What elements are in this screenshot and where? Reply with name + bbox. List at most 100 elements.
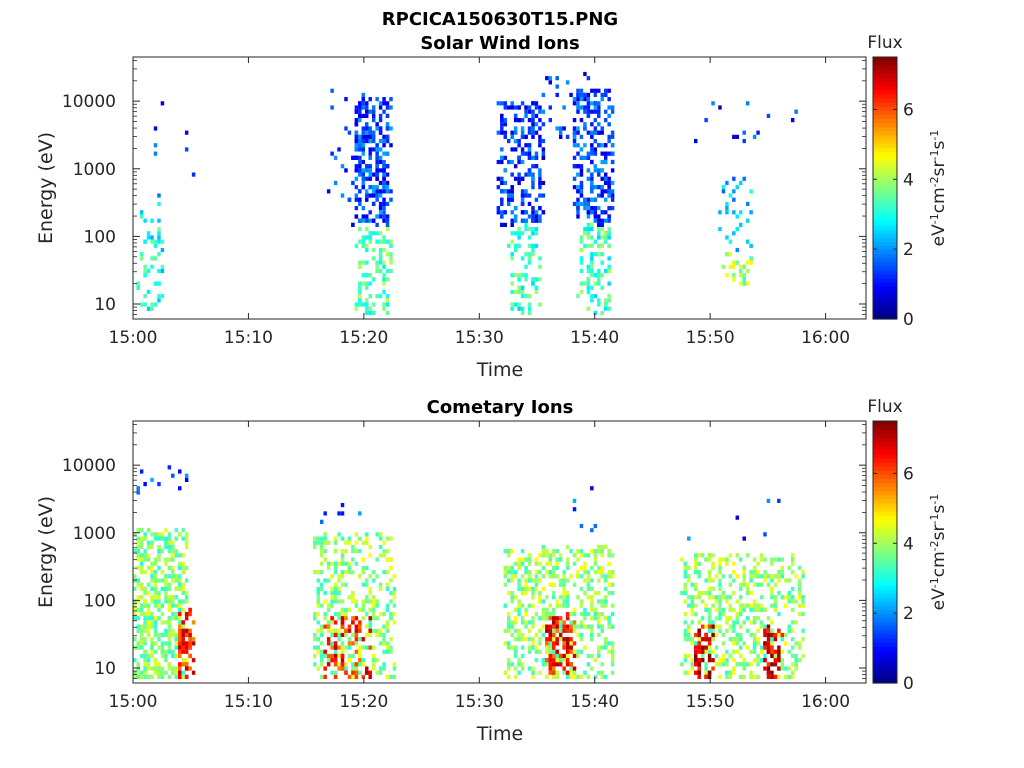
heatmap-cell xyxy=(371,201,376,207)
heatmap-cell xyxy=(157,201,161,207)
heatmap-cell xyxy=(184,641,189,646)
heatmap-cell xyxy=(600,235,604,240)
colorbar-segment xyxy=(873,425,897,430)
heatmap-cell xyxy=(378,632,383,638)
heatmap-cell xyxy=(326,603,331,608)
heatmap-cell xyxy=(732,277,736,282)
heatmap-cell xyxy=(579,193,584,198)
heatmap-cell xyxy=(756,130,760,135)
heatmap-cell xyxy=(375,264,379,269)
heatmap-cell xyxy=(732,273,736,278)
heatmap-cell xyxy=(178,624,182,629)
heatmap-cell xyxy=(392,662,397,667)
heatmap-cell xyxy=(597,243,601,248)
heatmap-cell xyxy=(770,620,774,625)
heatmap-cell xyxy=(756,561,760,566)
heatmap-cell xyxy=(607,235,611,240)
heatmap-cell xyxy=(507,641,511,646)
heatmap-cell xyxy=(749,210,753,215)
colorbar-segment xyxy=(873,592,897,598)
colorbar-segment xyxy=(873,601,897,606)
heatmap-cell xyxy=(167,641,172,646)
heatmap-cell xyxy=(707,637,712,642)
heatmap-cell xyxy=(500,222,504,227)
heatmap-cell xyxy=(178,641,182,646)
heatmap-cell xyxy=(538,595,542,600)
heatmap-cell xyxy=(164,620,168,625)
heatmap-cell xyxy=(603,268,608,274)
heatmap-cell xyxy=(586,289,591,295)
heatmap-cell xyxy=(160,532,165,537)
heatmap-cell xyxy=(368,164,372,169)
heatmap-cell xyxy=(603,197,608,202)
heatmap-cell xyxy=(732,231,736,236)
colorbar-segment xyxy=(873,216,897,222)
colorbar-segment xyxy=(873,233,897,238)
heatmap-cell xyxy=(735,185,740,190)
heatmap-cell xyxy=(181,561,185,566)
heatmap-cell xyxy=(340,561,345,566)
heatmap-cell xyxy=(361,273,366,278)
heatmap-cell xyxy=(538,302,542,307)
heatmap-cell xyxy=(797,586,802,591)
heatmap-cell xyxy=(354,599,359,604)
heatmap-cell xyxy=(513,214,518,219)
heatmap-cell xyxy=(382,624,386,629)
heatmap-cell xyxy=(780,565,785,571)
heatmap-cell xyxy=(593,658,598,663)
heatmap-cell xyxy=(167,599,172,604)
heatmap-cell xyxy=(531,126,535,131)
heatmap-cell xyxy=(136,549,140,554)
heatmap-cell xyxy=(707,670,712,675)
heatmap-cell xyxy=(133,616,137,621)
heatmap-cell xyxy=(371,189,376,194)
heatmap-cell xyxy=(531,231,535,236)
heatmap-cell xyxy=(184,649,189,654)
heatmap-cell xyxy=(385,628,390,633)
heatmap-cell xyxy=(718,582,722,587)
heatmap-cell xyxy=(770,641,774,646)
heatmap-cell xyxy=(320,653,324,659)
heatmap-cell xyxy=(382,239,386,244)
x-axis-label-solar-wind: Time xyxy=(476,359,524,381)
heatmap-cell xyxy=(728,553,733,558)
heatmap-cell xyxy=(510,578,514,583)
heatmap-cell xyxy=(583,553,587,558)
x-tick-label: 15:00 xyxy=(109,692,158,712)
heatmap-cell xyxy=(555,557,559,562)
heatmap-cell xyxy=(586,231,591,236)
heatmap-cell xyxy=(597,544,601,550)
heatmap-cell xyxy=(721,662,726,667)
heatmap-cell xyxy=(340,632,345,638)
heatmap-cell xyxy=(368,310,372,316)
heatmap-cell xyxy=(586,574,591,579)
heatmap-cell xyxy=(555,670,559,675)
heatmap-cell xyxy=(371,603,376,608)
heatmap-cell xyxy=(749,603,753,608)
heatmap-cell xyxy=(510,549,514,554)
heatmap-cell xyxy=(371,310,376,316)
heatmap-cell xyxy=(597,549,601,554)
heatmap-cell xyxy=(178,653,182,659)
heatmap-cell xyxy=(732,134,736,139)
heatmap-cell xyxy=(586,201,591,207)
heatmap-cell xyxy=(507,658,511,663)
heatmap-cell xyxy=(365,611,369,617)
heatmap-cell xyxy=(313,632,317,638)
heatmap-cell xyxy=(330,105,334,110)
heatmap-cell xyxy=(385,101,390,106)
colorbar-segment xyxy=(873,670,897,676)
heatmap-cell xyxy=(167,624,172,629)
heatmap-cell xyxy=(320,549,324,554)
heatmap-cell xyxy=(382,549,386,554)
heatmap-cell xyxy=(354,549,359,554)
heatmap-cell xyxy=(371,645,376,650)
heatmap-cell xyxy=(572,118,577,123)
heatmap-cell xyxy=(358,536,362,541)
heatmap-cell xyxy=(683,632,688,638)
heatmap-cell xyxy=(687,574,691,579)
heatmap-cell xyxy=(721,658,726,663)
heatmap-cell xyxy=(385,302,390,307)
heatmap-cell xyxy=(572,143,577,148)
heatmap-cell xyxy=(337,653,341,659)
